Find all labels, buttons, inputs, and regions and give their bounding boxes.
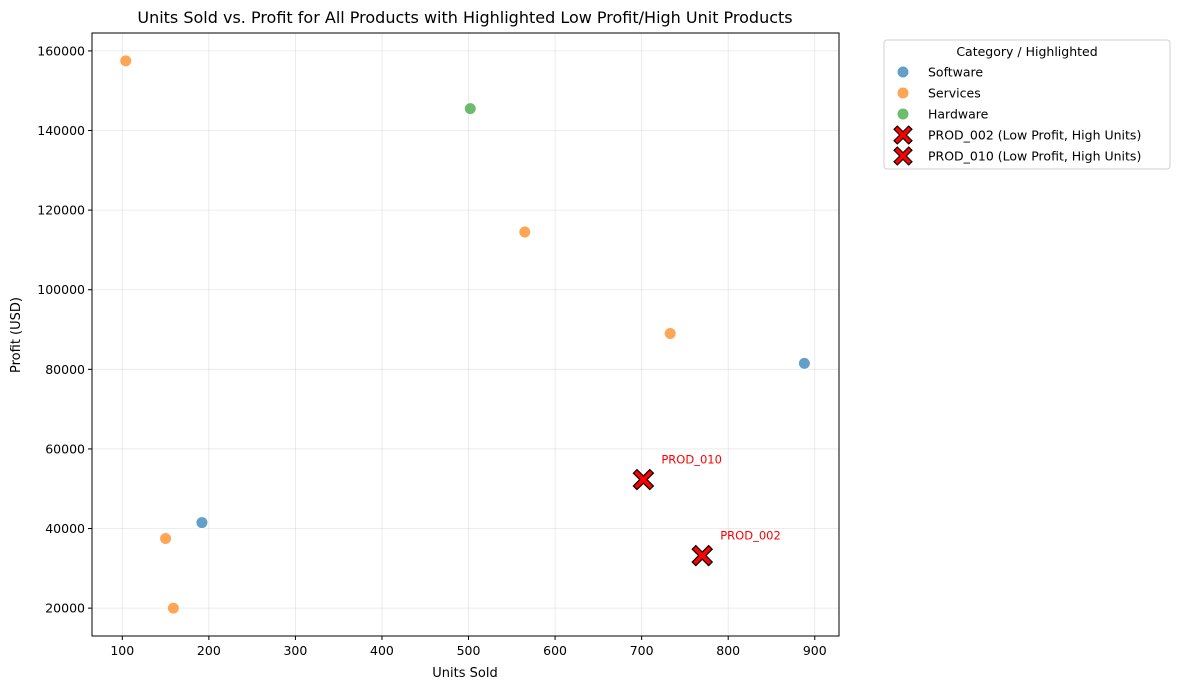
chart-title: Units Sold vs. Profit for All Products w…	[137, 8, 792, 27]
y-tick-label: 20000	[45, 601, 85, 616]
y-tick-label: 80000	[45, 362, 85, 377]
legend: Category / Highlighted Software Services H…	[883, 39, 1171, 170]
legend-title: Category / Highlighted	[956, 44, 1097, 59]
data-points	[119, 54, 811, 615]
data-point	[663, 327, 677, 341]
plot-area-frame	[91, 32, 840, 637]
y-tick-label: 100000	[37, 282, 85, 297]
legend-marker	[896, 65, 910, 79]
legend-box	[883, 39, 1171, 170]
legend-marker	[896, 86, 910, 100]
x-tick-label: 800	[716, 643, 740, 658]
point-annotation: PROD_010	[661, 453, 722, 467]
x-tick-label: 600	[543, 643, 567, 658]
legend-label: PROD_010 (Low Profit, High Units)	[928, 149, 1141, 164]
x-tick-label: 300	[283, 643, 307, 658]
data-point	[463, 102, 477, 116]
x-axis-ticks: 100 200 300 400 500 600 700 800 900	[110, 636, 827, 658]
highlighted-point	[632, 468, 655, 491]
y-tick-label: 160000	[37, 43, 85, 58]
x-axis-label: Units Sold	[432, 666, 497, 681]
data-point	[518, 225, 532, 239]
highlighted-point	[691, 544, 714, 567]
point-annotations: PROD_002 PROD_010	[661, 453, 780, 543]
x-tick-label: 700	[630, 643, 654, 658]
x-tick-label: 200	[197, 643, 221, 658]
legend-marker	[893, 146, 913, 166]
x-tick-label: 100	[110, 643, 134, 658]
y-tick-label: 40000	[45, 521, 85, 536]
point-annotation: PROD_002	[720, 529, 781, 543]
legend-marker	[896, 107, 910, 121]
legend-label: PROD_002 (Low Profit, High Units)	[928, 128, 1141, 143]
y-axis-ticks: 20000 40000 60000 80000 100000 120000 140000 16…	[37, 43, 92, 616]
data-point	[159, 531, 173, 545]
legend-label: Software	[928, 65, 983, 80]
y-tick-label: 120000	[37, 203, 85, 218]
y-tick-label: 140000	[37, 123, 85, 138]
data-point	[166, 601, 180, 615]
legend-label: Services	[928, 86, 981, 101]
x-tick-label: 900	[803, 643, 827, 658]
x-tick-label: 400	[370, 643, 394, 658]
y-tick-label: 60000	[45, 441, 85, 456]
legend-items: Software Services Hardware PROD_002 (Low Pr…	[893, 65, 1141, 166]
x-tick-label: 500	[457, 643, 481, 658]
data-point	[119, 54, 133, 68]
grid-lines	[92, 33, 839, 636]
data-point	[797, 356, 811, 370]
legend-label: Hardware	[928, 107, 989, 122]
y-axis-label: Profit (USD)	[9, 297, 24, 373]
legend-marker	[893, 125, 913, 145]
data-point	[195, 516, 209, 530]
